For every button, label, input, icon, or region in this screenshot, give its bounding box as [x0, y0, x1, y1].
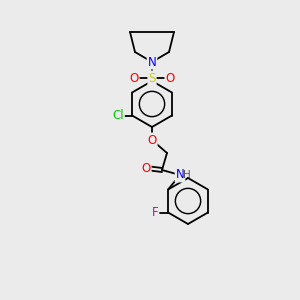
Text: O: O [165, 71, 175, 85]
Text: N: N [148, 56, 156, 68]
Text: S: S [148, 71, 156, 85]
Text: F: F [152, 206, 158, 219]
Text: H: H [183, 170, 191, 180]
Text: O: O [147, 134, 157, 146]
Text: O: O [141, 161, 151, 175]
Text: Cl: Cl [112, 109, 124, 122]
Text: N: N [176, 169, 184, 182]
Text: O: O [129, 71, 139, 85]
